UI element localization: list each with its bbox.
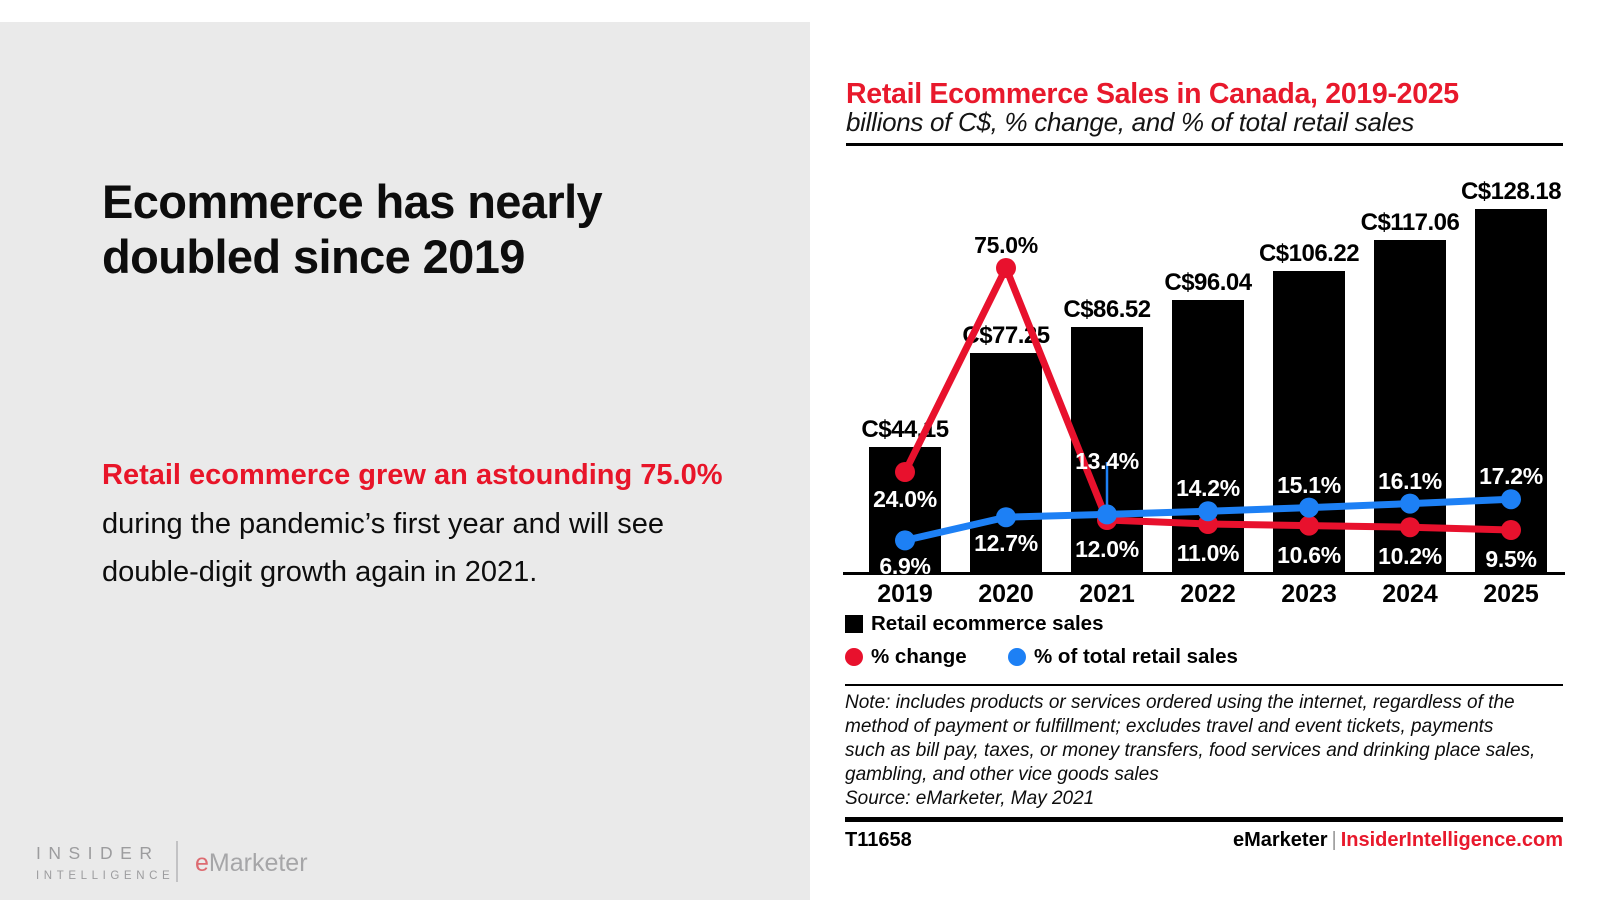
emarketer-logo-rest: Marketer [208, 849, 308, 877]
bar-value-label-2019: C$44.15 [861, 415, 949, 443]
axis-label-2022: 2022 [1180, 580, 1236, 608]
x-axis-line [843, 572, 1565, 575]
pct-retail-dot-2025 [1501, 489, 1521, 510]
pct-retail-label-2021: 13.4% [1075, 448, 1139, 475]
legend-bar-swatch [845, 615, 863, 633]
chart-subtitle: billions of C$, % change, and % of total… [846, 107, 1414, 137]
pct-change-label-2022: 11.0% [1176, 540, 1240, 566]
footer-site-link[interactable]: InsiderIntelligence.com [1340, 829, 1563, 851]
legend-pct-retail-label: % of total retail sales [1034, 645, 1238, 668]
title-divider-line [846, 143, 1563, 146]
insider-logo-line2: INTELLIGENCE [36, 870, 175, 882]
emarketer-logo-e: e [195, 849, 209, 877]
pct-retail-label-2024: 16.1% [1378, 467, 1442, 494]
pct-change-dot-2023 [1299, 515, 1319, 536]
bar-2025 [1475, 208, 1547, 572]
bar-2024 [1374, 240, 1446, 572]
pct-retail-dot-2022 [1198, 501, 1218, 522]
axis-label-2021: 2021 [1079, 580, 1135, 608]
legend-item-pct-retail: % of total retail sales [1008, 645, 1238, 669]
pct-change-label-2020: 75.0% [974, 232, 1038, 258]
note-divider-line [845, 684, 1563, 686]
axis-label-2023: 2023 [1281, 580, 1337, 608]
pct-retail-dot-2023 [1299, 497, 1319, 518]
pct-change-label-2019: 24.0% [873, 486, 937, 512]
pct-retail-dot-2024 [1400, 493, 1420, 514]
chart-note: Note: includes products or services orde… [845, 692, 1536, 785]
legend-blue-dot-icon [1008, 648, 1026, 666]
left-text-panel [0, 22, 810, 900]
page-title: Ecommerce has nearly doubled since 2019 [102, 175, 603, 284]
footer-separator: | [1331, 829, 1337, 851]
bar-value-label-2022: C$96.04 [1164, 268, 1252, 296]
chart-id: T11658 [845, 829, 912, 851]
footer-emarketer: eMarketer [1232, 829, 1328, 851]
bar-2021 [1071, 326, 1143, 572]
pct-retail-dot-2021 [1097, 504, 1117, 525]
pct-retail-label-2022: 14.2% [1176, 475, 1240, 502]
logo-divider [176, 841, 178, 882]
pct-retail-dot-2020 [996, 507, 1016, 528]
pct-change-label-2021: 12.0% [1075, 536, 1139, 562]
axis-label-2019: 2019 [877, 580, 933, 608]
bar-value-label-2024: C$117.06 [1360, 209, 1460, 237]
insider-logo-line1: INSIDER [36, 843, 160, 863]
pct-change-label-2024: 10.2% [1378, 543, 1442, 570]
summary-highlight: Retail ecommerce grew an astounding 75.0… [102, 459, 723, 491]
pct-change-dot-2025 [1501, 520, 1521, 540]
insider-intelligence-logo: INSIDER INTELLIGENCE [36, 843, 174, 882]
chart-plot-area: C$44.15 2019 C$77.25 2020 C$86.52 2021 C$96.04… [838, 160, 1578, 620]
pct-change-label-2023: 10.6% [1277, 541, 1341, 568]
summary-paragraph: Retail ecommerce grew an astounding 75.0… [102, 451, 747, 597]
bar-value-label-2021: C$86.52 [1063, 295, 1151, 323]
bar-value-label-2023: C$106.22 [1258, 239, 1360, 267]
bar-value-label-2025: C$128.18 [1460, 177, 1562, 205]
legend-pct-change-label: % change [871, 645, 967, 668]
chart-title: Retail Ecommerce Sales in Canada, 2019-2… [846, 78, 1459, 110]
legend-item-bars: Retail ecommerce sales [845, 612, 1103, 636]
bar-2020 [970, 352, 1042, 572]
line-series-overlay [895, 258, 1521, 551]
pct-retail-dot-2019 [895, 530, 915, 551]
pct-retail-label-2023: 15.1% [1277, 471, 1341, 498]
legend-bar-label: Retail ecommerce sales [871, 612, 1104, 635]
pct-change-label-2025: 9.5% [1485, 546, 1537, 572]
emarketer-logo: eMarketer [195, 849, 308, 878]
pct-retail-label-2019: 6.9% [879, 553, 931, 580]
pct-change-dot-2024 [1400, 517, 1420, 538]
legend-red-dot-icon [845, 648, 863, 666]
pct-change-dot-2020 [996, 258, 1016, 278]
footer-branding: eMarketer | InsiderIntelligence.com [1063, 829, 1563, 852]
axis-label-2024: 2024 [1382, 580, 1438, 608]
axis-label-2020: 2020 [978, 580, 1034, 608]
chart-source: Source: eMarketer, May 2021 [845, 788, 1095, 809]
pct-retail-label-2025: 17.2% [1479, 463, 1543, 490]
footer-divider-line [845, 817, 1563, 822]
legend-item-pct-change: % change [845, 645, 967, 669]
axis-label-2025: 2025 [1483, 580, 1539, 608]
summary-rest: during the pandemic’s first year and wil… [102, 507, 665, 589]
pct-change-dot-2019 [895, 462, 915, 482]
pct-retail-label-2020: 12.7% [974, 530, 1038, 557]
